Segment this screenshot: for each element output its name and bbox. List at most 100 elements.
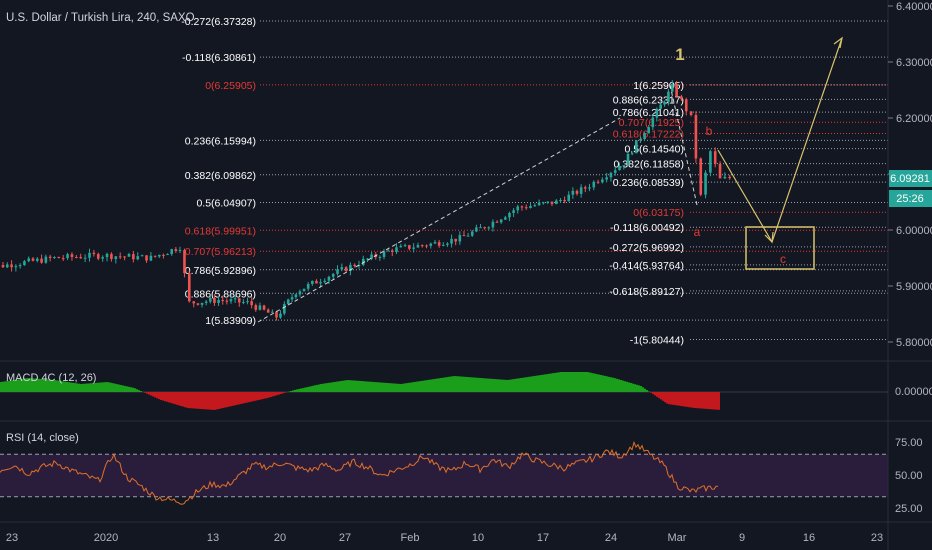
candle[interactable] [634, 140, 638, 154]
candle[interactable] [361, 255, 365, 267]
candle[interactable] [479, 224, 482, 229]
candle[interactable] [61, 255, 65, 261]
candle[interactable] [178, 246, 182, 254]
candle[interactable] [575, 189, 579, 196]
candle[interactable] [187, 270, 191, 303]
candle[interactable] [353, 263, 356, 268]
candle[interactable] [262, 304, 266, 311]
candle[interactable] [723, 172, 727, 179]
candle[interactable] [127, 252, 131, 257]
candle[interactable] [718, 161, 722, 179]
candle[interactable] [254, 303, 258, 312]
candle[interactable] [298, 289, 302, 297]
candle[interactable] [618, 162, 621, 171]
candle[interactable] [225, 298, 229, 305]
candle[interactable] [149, 251, 153, 262]
candle[interactable] [209, 295, 212, 304]
candle[interactable] [601, 177, 604, 184]
candle[interactable] [237, 297, 241, 307]
candle[interactable] [114, 255, 118, 264]
candle[interactable] [319, 278, 322, 288]
candle[interactable] [441, 242, 445, 247]
candle[interactable] [675, 81, 678, 98]
candle[interactable] [458, 231, 462, 245]
candle[interactable] [508, 211, 511, 222]
candle[interactable] [626, 150, 630, 166]
candle[interactable] [10, 260, 13, 272]
candle[interactable] [694, 111, 698, 163]
candle[interactable] [622, 165, 626, 170]
candle[interactable] [88, 248, 91, 262]
candle[interactable] [286, 298, 290, 306]
candle[interactable] [18, 263, 22, 269]
candle[interactable] [546, 201, 549, 205]
candle[interactable] [713, 147, 717, 168]
candle[interactable] [663, 100, 666, 107]
candle[interactable] [542, 201, 545, 205]
time-axis[interactable]: 23 2020 13 20 27 Feb 10 17 24 Mar 9 16 23 [6, 532, 883, 544]
candle[interactable] [279, 310, 282, 319]
price-panel[interactable]: -0.272(6.37328) -0.118(6.30861) 0(6.25905)… [0, 16, 888, 347]
candle[interactable] [23, 259, 26, 266]
candle[interactable] [48, 254, 52, 262]
candle[interactable] [40, 254, 43, 264]
candle[interactable] [651, 114, 655, 131]
candle[interactable] [132, 250, 135, 263]
candle[interactable] [630, 152, 634, 156]
candle[interactable] [689, 111, 693, 117]
candle[interactable] [567, 191, 571, 202]
candle[interactable] [446, 242, 449, 247]
candle[interactable] [306, 281, 310, 292]
candle[interactable] [123, 255, 126, 261]
candle[interactable] [437, 239, 441, 248]
candle[interactable] [271, 309, 274, 313]
candle[interactable] [516, 204, 520, 214]
candle[interactable] [315, 279, 318, 284]
candle[interactable] [327, 275, 331, 285]
candle[interactable] [596, 179, 600, 185]
candle[interactable] [390, 248, 394, 257]
candle[interactable] [323, 278, 327, 284]
candle[interactable] [709, 149, 712, 177]
candle[interactable] [266, 308, 270, 313]
candle[interactable] [242, 299, 245, 305]
candle[interactable] [217, 295, 220, 306]
candle[interactable] [136, 252, 140, 261]
candle[interactable] [145, 255, 148, 263]
candle[interactable] [233, 295, 237, 303]
candle[interactable] [412, 243, 415, 253]
candle[interactable] [588, 183, 591, 192]
candle[interactable] [294, 293, 298, 300]
candle[interactable] [524, 204, 528, 210]
candle[interactable] [96, 252, 100, 261]
candle[interactable] [667, 89, 670, 106]
candle[interactable] [504, 215, 507, 221]
candle[interactable] [170, 248, 174, 256]
candle[interactable] [399, 243, 403, 248]
candle[interactable] [563, 196, 566, 204]
candle[interactable] [153, 255, 157, 258]
candle[interactable] [258, 302, 262, 311]
candle[interactable] [512, 207, 515, 217]
candle[interactable] [550, 201, 554, 207]
candle[interactable] [162, 253, 165, 259]
candle[interactable] [75, 255, 78, 259]
candle[interactable] [420, 244, 424, 248]
candle[interactable] [433, 239, 437, 244]
candle[interactable] [659, 101, 662, 109]
candle[interactable] [403, 243, 407, 248]
candle[interactable] [213, 294, 216, 306]
candle[interactable] [57, 256, 61, 259]
candle[interactable] [378, 255, 382, 261]
candle[interactable] [462, 230, 466, 237]
rsi-panel[interactable] [0, 440, 888, 505]
candle[interactable] [466, 232, 470, 237]
candle[interactable] [221, 295, 225, 305]
candle[interactable] [302, 288, 306, 292]
candle[interactable] [684, 97, 688, 116]
candle[interactable] [246, 297, 249, 305]
candle[interactable] [83, 254, 87, 263]
candle[interactable] [349, 262, 352, 276]
candle[interactable] [680, 94, 683, 101]
candle[interactable] [204, 299, 208, 306]
